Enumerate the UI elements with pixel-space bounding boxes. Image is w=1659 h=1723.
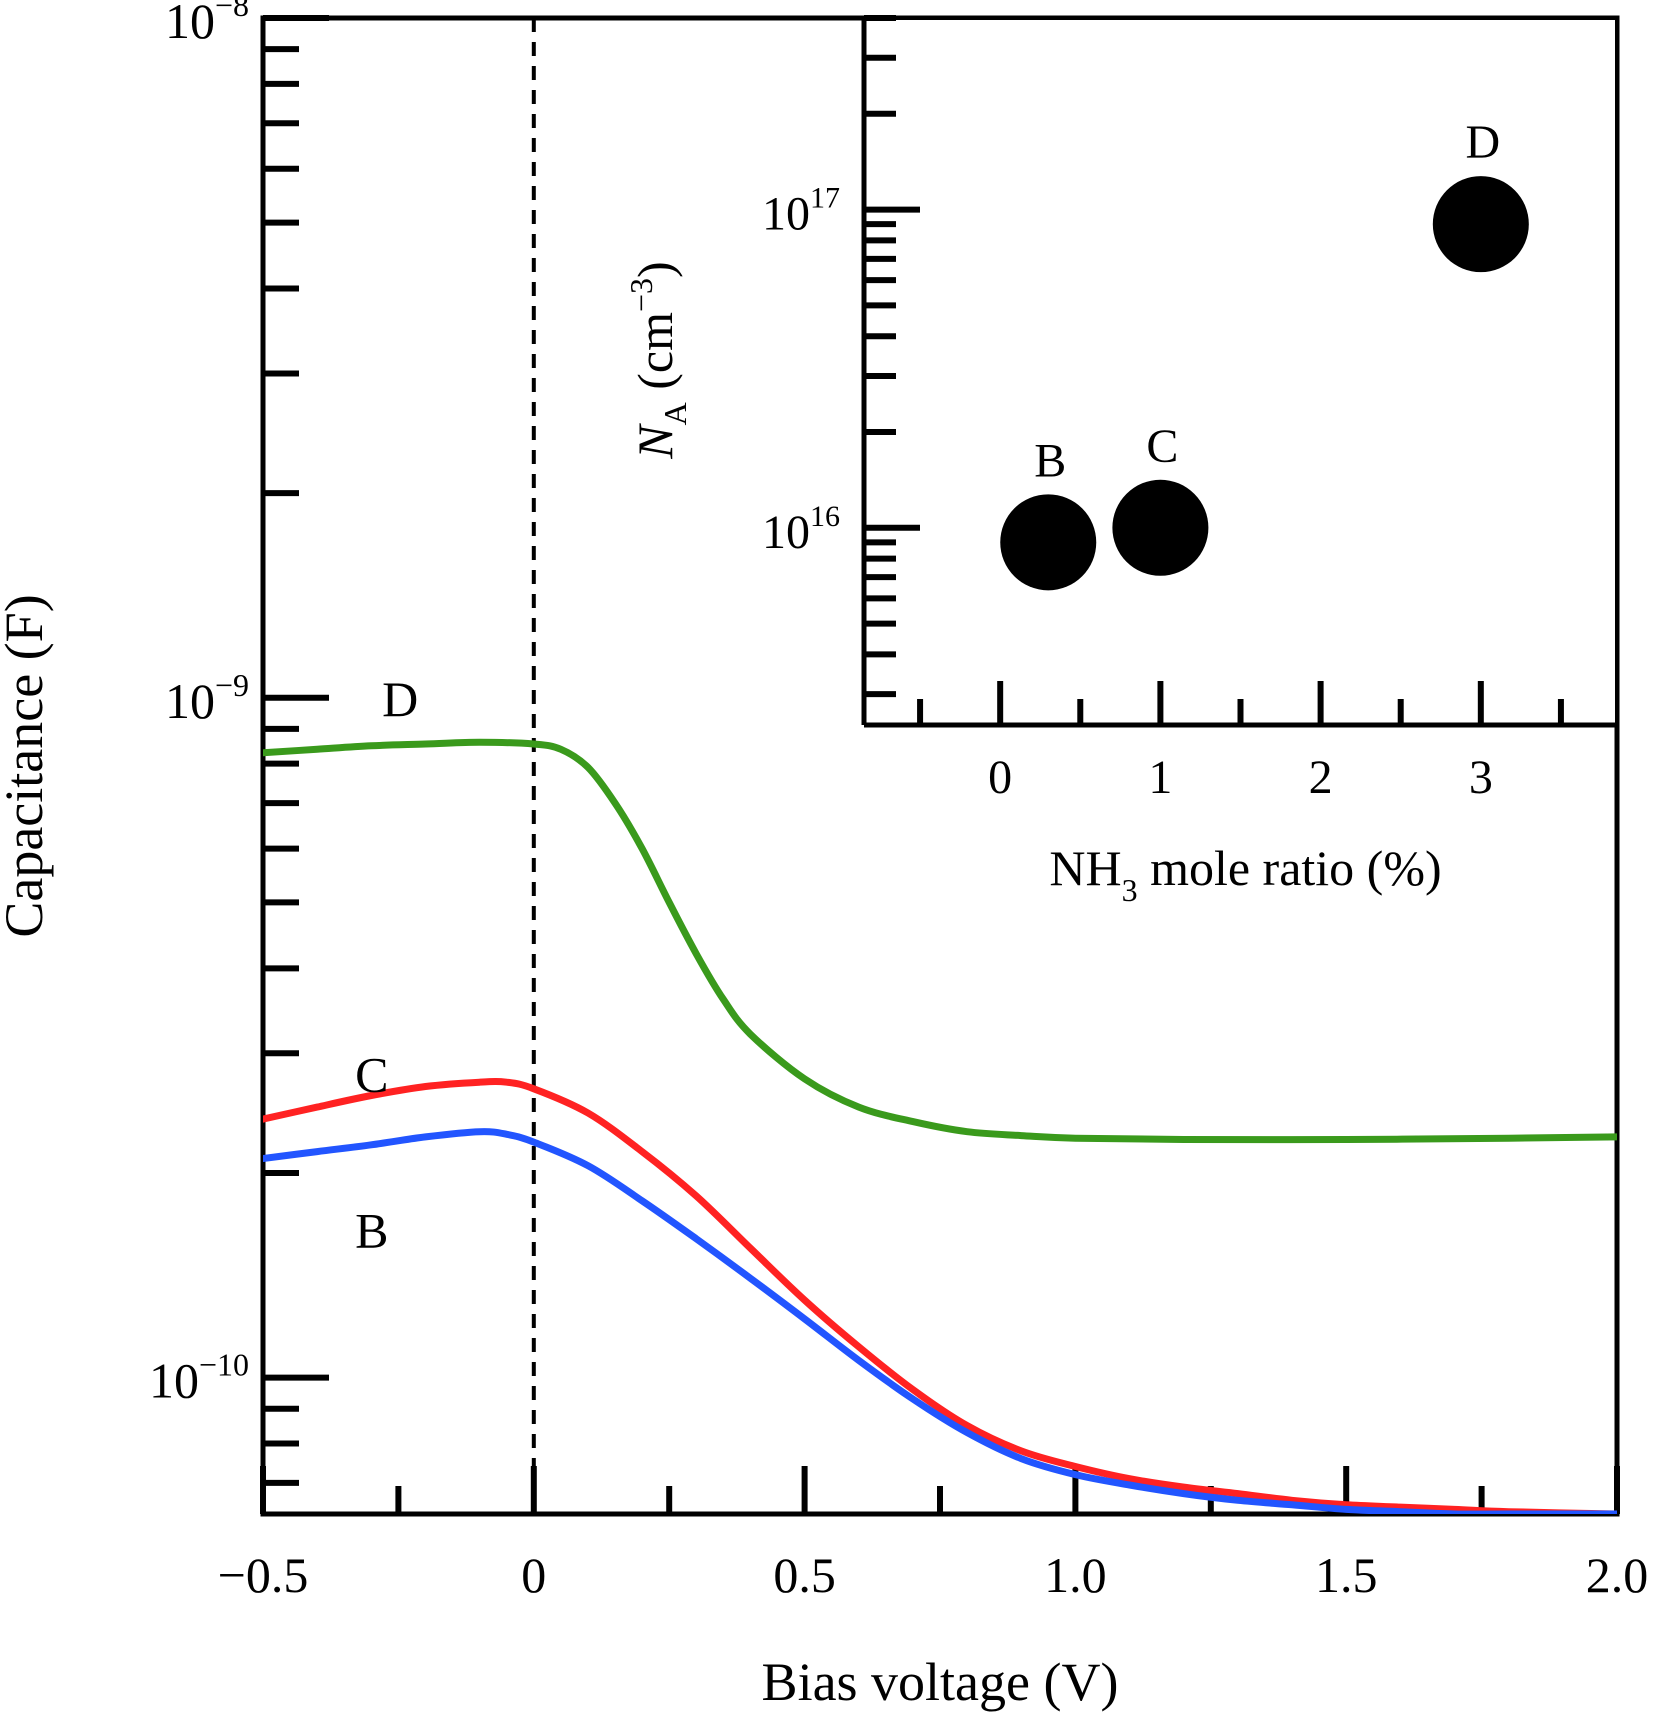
x-axis-label: Bias voltage (V): [762, 1652, 1119, 1712]
curve-label-B: B: [355, 1203, 388, 1259]
x-tick-label: −0.5: [218, 1547, 309, 1603]
inset-x-tick-label: 1: [1148, 751, 1172, 804]
inset-point-B: [1000, 494, 1097, 591]
inset-point-C: [1112, 479, 1209, 576]
inset-y-axis-label: NA (cm−3): [623, 261, 693, 459]
inset-y-tick-label: 1017: [762, 182, 840, 241]
inset-background: [864, 20, 1615, 725]
inset-x-tick-label: 0: [988, 751, 1012, 804]
inset-x-tick-label: 2: [1309, 751, 1333, 804]
inset-point-label-B: B: [1034, 434, 1066, 487]
inset-point-D: [1432, 176, 1529, 273]
y-axis-label: Capacitance (F): [0, 594, 54, 937]
y-tick-label: 10−8: [165, 0, 249, 49]
x-tick-label: 1.5: [1315, 1547, 1378, 1603]
y-tick-label: 10−9: [165, 667, 249, 729]
inset-point-label-D: D: [1465, 116, 1500, 169]
series-C-line: [263, 1077, 1617, 1514]
inset-y-tick-label: 1016: [762, 500, 840, 559]
curve-label-C: C: [355, 1047, 388, 1103]
inset-x-axis-label: NH3 mole ratio (%): [1049, 840, 1441, 908]
curve-label-D: D: [382, 671, 418, 727]
series-D-line: [263, 738, 1617, 1144]
x-tick-label: 0.5: [773, 1547, 836, 1603]
curves: [263, 738, 1617, 1514]
inset-x-tick-label: 3: [1469, 751, 1493, 804]
x-tick-label: 2.0: [1586, 1547, 1649, 1603]
y-tick-label: 10−10: [149, 1347, 249, 1409]
inset-plot: 0 1 2 3 1016 1017 NH3 mole ratio (%) NA (cm−3) B…: [623, 15, 1617, 908]
x-tick-label: 0: [521, 1547, 546, 1603]
x-tick-label: 1.0: [1044, 1547, 1107, 1603]
inset-point-label-C: C: [1146, 420, 1178, 473]
series-B-line: [263, 1128, 1617, 1514]
